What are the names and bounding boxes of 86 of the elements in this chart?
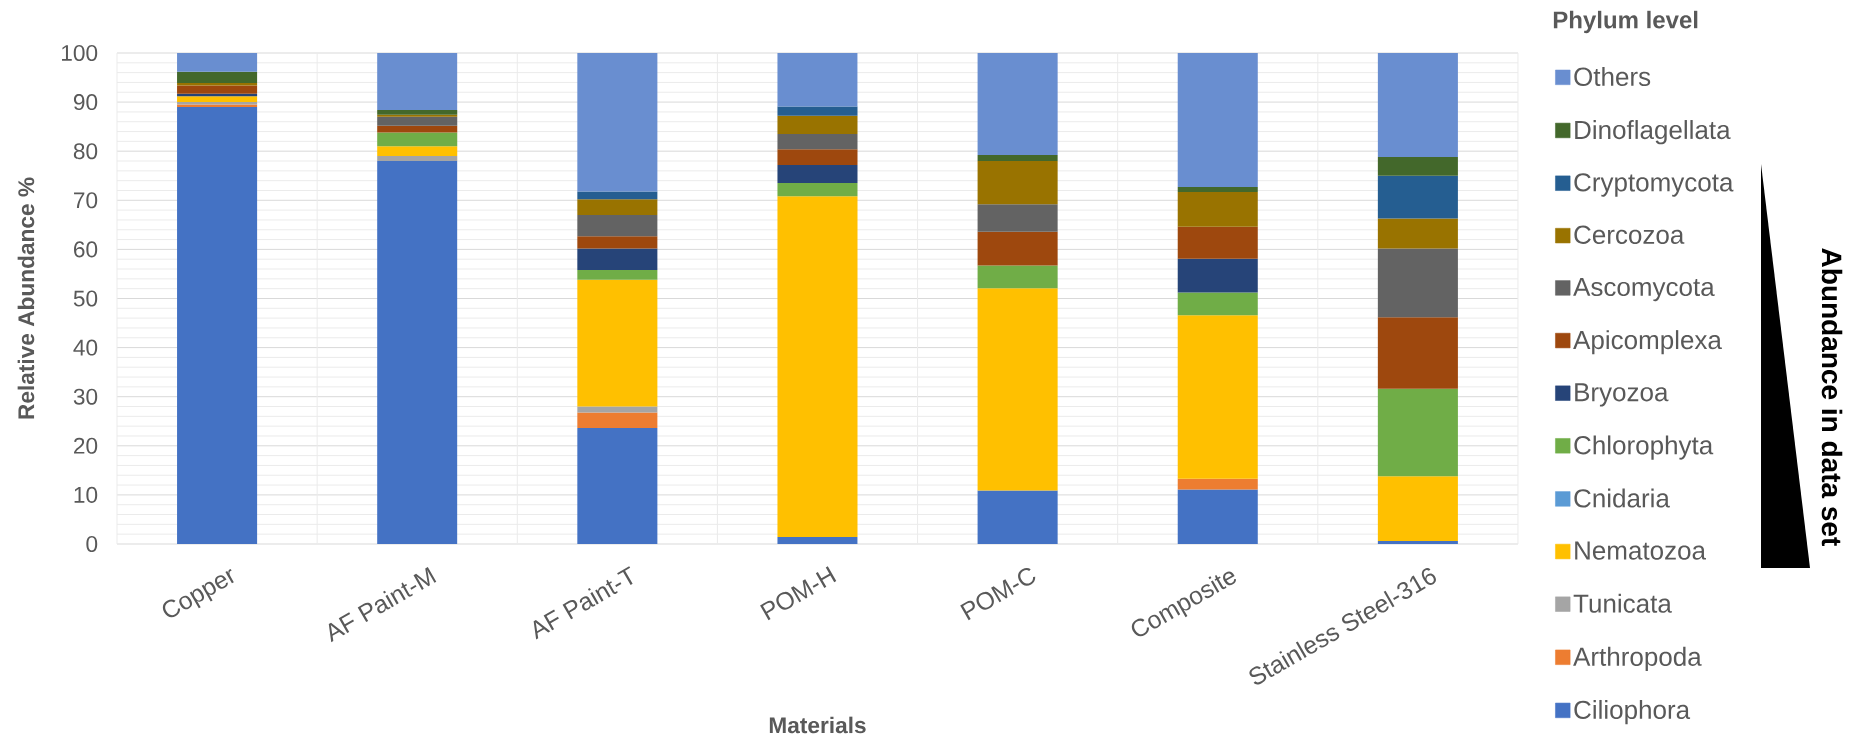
bar (1377, 541, 1458, 544)
bar (777, 52, 858, 107)
y-tick-label: 60 (74, 241, 98, 258)
y-tick-label: 20 (74, 437, 98, 454)
bar (1177, 226, 1258, 259)
y-tick-label: 70 (74, 192, 98, 209)
bar (1377, 157, 1458, 176)
bar (177, 71, 258, 83)
bar (577, 248, 658, 271)
bar (377, 161, 458, 544)
bar (377, 116, 458, 126)
legend-label: Chlorophyta (1574, 435, 1714, 460)
bar (1177, 191, 1258, 227)
bar (977, 288, 1058, 491)
bar (577, 279, 658, 407)
legend-label: Apicomplexa (1573, 330, 1722, 355)
legend-label: Others (1574, 66, 1651, 87)
bar (777, 115, 858, 134)
bar (377, 132, 458, 147)
bar (977, 155, 1058, 162)
bar (1177, 258, 1258, 293)
bar (577, 215, 658, 237)
bar (977, 52, 1058, 156)
bar (977, 265, 1058, 289)
bar (1177, 52, 1258, 188)
bar (577, 199, 658, 216)
bar (1377, 248, 1458, 318)
bar (177, 107, 258, 544)
bar (777, 537, 858, 544)
bar (1177, 489, 1258, 544)
legend-label: Cnidaria (1574, 488, 1670, 508)
bar (777, 196, 858, 538)
y-tick-label: 100 (62, 44, 98, 62)
legend-label: Bryozoa (1575, 383, 1669, 407)
legend-label: Cercozoa (1574, 225, 1685, 244)
bar (777, 134, 858, 150)
bar (1377, 388, 1458, 477)
bar (577, 191, 658, 200)
bar (977, 490, 1058, 544)
bar (377, 146, 458, 157)
y-tick-label: 40 (73, 339, 98, 356)
bar (377, 125, 458, 133)
legend-label: Nematozoa (1575, 541, 1706, 560)
bar (577, 52, 658, 192)
bar (977, 231, 1058, 266)
text: Abundance in data set (1821, 248, 1843, 546)
bar (177, 96, 258, 103)
bar (377, 156, 458, 162)
bar (1177, 478, 1258, 490)
bar (1177, 292, 1258, 316)
bar (777, 149, 858, 165)
legend-label: Ciliophora (1574, 699, 1691, 725)
bar (1377, 175, 1458, 219)
legend-title: Phylum level (1553, 10, 1698, 34)
bar (977, 161, 1058, 205)
legend-label: Arthropoda (1573, 646, 1702, 672)
bar (177, 52, 258, 72)
bar (1177, 315, 1258, 479)
legend-label: Dinoflagellata (1575, 120, 1731, 145)
bar (1377, 52, 1458, 158)
x-axis-title: Materials (769, 716, 866, 734)
legend-label: Tunicata (1573, 593, 1672, 613)
bar (1377, 476, 1458, 542)
y-tick-label: 10 (74, 486, 98, 503)
bar (1377, 317, 1458, 389)
legend-label: Ascomycota (1573, 277, 1715, 302)
y-tick-label: 0 (86, 535, 98, 553)
bar (977, 204, 1058, 232)
y-tick-label: 30 (73, 388, 98, 405)
bar (777, 106, 858, 116)
bar (577, 412, 658, 429)
bar (777, 183, 858, 197)
y-axis-title: Relative Abundance % (17, 177, 35, 419)
bar (777, 164, 858, 184)
bar (377, 52, 458, 110)
bar (177, 85, 258, 94)
bar (1177, 187, 1258, 192)
legend-label: Cryptomycota (1574, 173, 1734, 197)
bar (377, 109, 458, 115)
bar (577, 236, 658, 249)
bar (1377, 218, 1458, 249)
bar (577, 270, 658, 280)
bar (577, 428, 658, 544)
y-tick-label: 50 (73, 290, 98, 307)
y-tick-label: 80 (73, 143, 98, 160)
y-tick-label: 90 (73, 94, 98, 111)
